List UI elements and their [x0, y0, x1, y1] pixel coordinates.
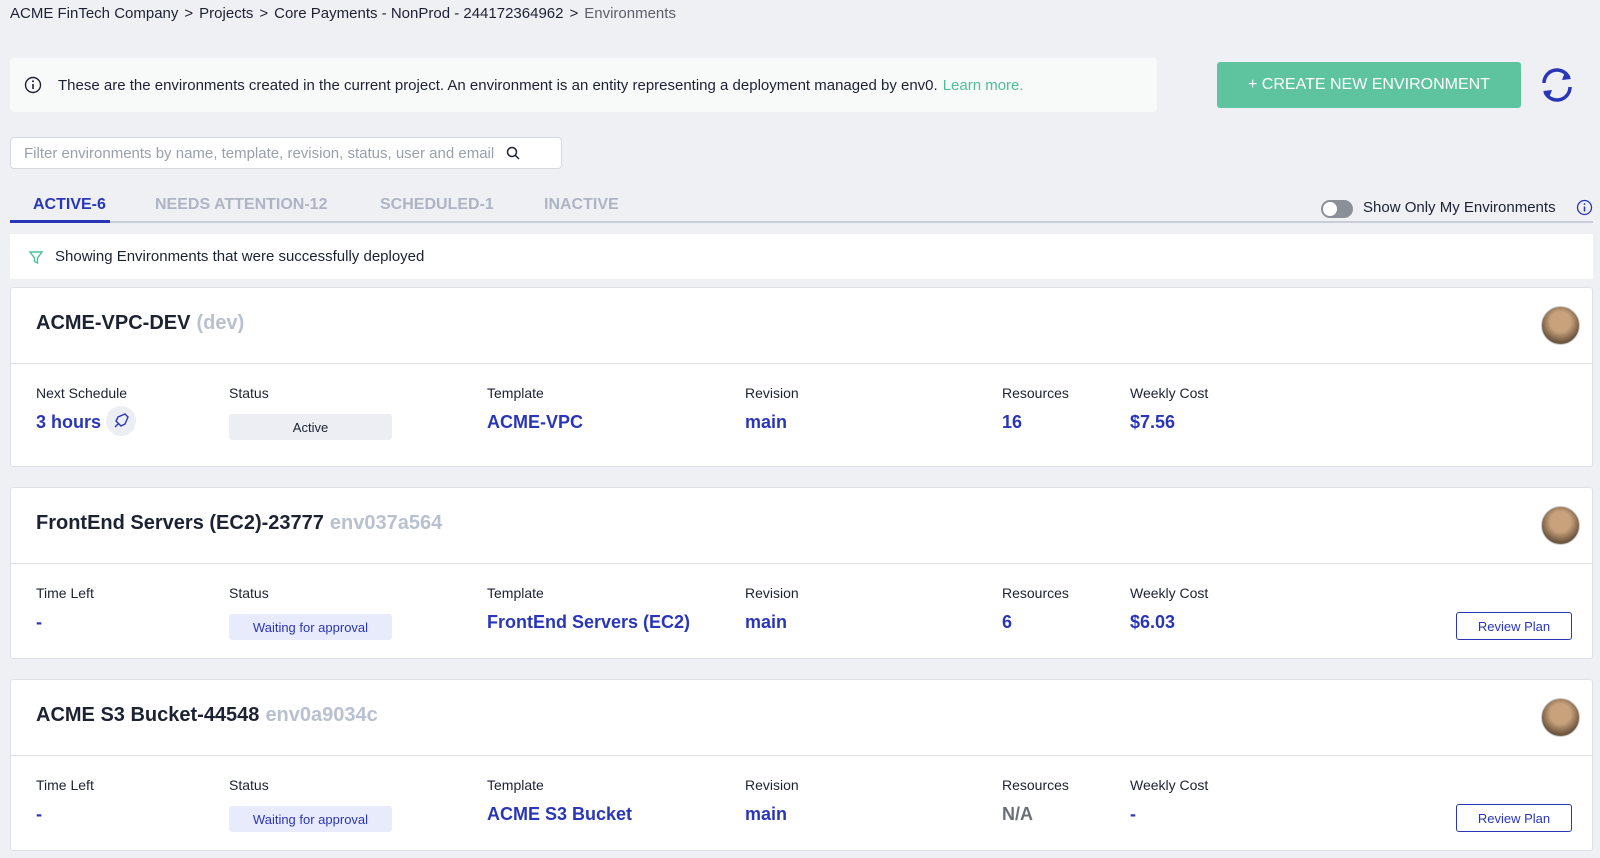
field-label: Resources — [1002, 777, 1069, 793]
field-value[interactable]: 3 hours — [36, 412, 102, 432]
user-avatar — [1541, 306, 1580, 345]
field-value[interactable]: - — [36, 804, 42, 824]
environment-suffix: env0a9034c — [265, 704, 378, 726]
learn-more-link[interactable]: Learn more. — [942, 76, 1024, 94]
field-label: Template — [487, 585, 544, 601]
environment-suffix: env037a564 — [329, 512, 443, 534]
status-pill: Waiting for approval — [229, 806, 392, 832]
field-value[interactable]: FrontEnd Servers (EC2) — [487, 612, 691, 632]
filter-banner: Showing Environments that were successfu… — [10, 234, 1593, 279]
environment-suffix: (dev) — [196, 312, 245, 334]
environment-name: ACME S3 Bucket-44548 env0a9034c — [36, 704, 378, 727]
environment-card[interactable]: ACME S3 Bucket-44548 env0a9034c Time Left -… — [10, 679, 1593, 851]
field-value: main — [745, 804, 788, 824]
search-icon — [506, 146, 520, 160]
field-label: Weekly Cost — [1130, 777, 1209, 793]
active-tab-underline — [10, 220, 110, 223]
filter-input[interactable]: Filter environments by name, template, r… — [10, 137, 562, 169]
field-value: main — [745, 612, 788, 632]
environment-name: FrontEnd Servers (EC2)-23777 env037a564 — [36, 512, 442, 535]
review-plan-button[interactable]: Review Plan — [1456, 612, 1572, 640]
user-avatar — [1541, 698, 1580, 737]
user-avatar — [1541, 506, 1580, 545]
field-value: N/A — [1002, 804, 1033, 824]
toggle-label: Show Only My Environments — [1363, 199, 1556, 216]
filter-placeholder: Filter environments by name, template, r… — [24, 144, 495, 162]
breadcrumb: ACME FinTech Company > Projects > Core Payme… — [10, 5, 682, 22]
card-header: ACME-VPC-DEV (dev) — [11, 288, 1592, 364]
field-label: Weekly Cost — [1130, 585, 1209, 601]
field-label: Template — [487, 385, 544, 401]
field-label: Next Schedule — [36, 385, 128, 401]
refresh-button[interactable] — [1538, 66, 1576, 104]
my-environments-toggle[interactable] — [1321, 200, 1353, 218]
field-value: $7.56 — [1130, 412, 1176, 432]
field-label: Resources — [1002, 585, 1069, 601]
field-label: Status — [229, 385, 269, 401]
tab[interactable]: ACTIVE-6 — [33, 196, 106, 213]
info-icon — [24, 76, 42, 94]
create-environment-button[interactable]: + CREATE NEW ENVIRONMENT — [1217, 62, 1521, 108]
tab-divider — [10, 221, 1593, 223]
info-box: These are the environments created in th… — [10, 58, 1157, 112]
breadcrumb-separator: > — [259, 5, 269, 22]
breadcrumb-separator: > — [569, 5, 579, 22]
field-label: Time Left — [36, 585, 94, 601]
environment-title: FrontEnd Servers (EC2)-23777 — [36, 512, 324, 534]
schedule-icon[interactable] — [105, 405, 137, 437]
field-label: Weekly Cost — [1130, 385, 1209, 401]
status-pill: Waiting for approval — [229, 614, 392, 640]
tab[interactable]: SCHEDULED-1 — [380, 196, 494, 213]
field-value: - — [1130, 804, 1136, 824]
breadcrumb-item[interactable]: Core Payments - NonProd - 244172364962 — [274, 5, 564, 22]
card-header: FrontEnd Servers (EC2)-23777 env037a564 — [11, 488, 1592, 564]
environment-card[interactable]: FrontEnd Servers (EC2)-23777 env037a564 Ti… — [10, 487, 1593, 659]
breadcrumb-separator: > — [184, 5, 194, 22]
field-label: Revision — [745, 777, 799, 793]
field-value[interactable]: ACME-VPC — [487, 412, 584, 432]
funnel-icon — [28, 250, 44, 264]
field-label: Revision — [745, 385, 799, 401]
breadcrumb-item: Environments — [584, 5, 676, 22]
info-text: These are the environments created in th… — [58, 76, 938, 94]
card-header: ACME S3 Bucket-44548 env0a9034c — [11, 680, 1592, 756]
status-pill: Active — [229, 414, 392, 440]
tab[interactable]: NEEDS ATTENTION-12 — [155, 196, 328, 213]
field-value[interactable]: - — [36, 612, 42, 632]
breadcrumb-item[interactable]: ACME FinTech Company — [10, 5, 179, 22]
field-label: Template — [487, 777, 544, 793]
field-value: $6.03 — [1130, 612, 1176, 632]
toggle-info-icon[interactable] — [1576, 199, 1593, 216]
environment-title: ACME-VPC-DEV — [36, 312, 191, 334]
field-label: Time Left — [36, 777, 94, 793]
environment-name: ACME-VPC-DEV (dev) — [36, 312, 244, 335]
field-label: Status — [229, 777, 269, 793]
field-value: 16 — [1002, 412, 1023, 432]
field-value: main — [745, 412, 788, 432]
breadcrumb-item[interactable]: Projects — [199, 5, 254, 22]
environment-title: ACME S3 Bucket-44548 — [36, 704, 260, 726]
field-value[interactable]: ACME S3 Bucket — [487, 804, 633, 824]
field-label: Revision — [745, 585, 799, 601]
field-label: Status — [229, 585, 269, 601]
field-label: Resources — [1002, 385, 1069, 401]
field-value: 6 — [1002, 612, 1013, 632]
banner-text: Showing Environments that were successfu… — [55, 248, 425, 265]
tab[interactable]: INACTIVE — [544, 196, 619, 213]
environment-card[interactable]: ACME-VPC-DEV (dev) Next Schedule 3 hours Sta… — [10, 287, 1593, 467]
review-plan-button[interactable]: Review Plan — [1456, 804, 1572, 832]
